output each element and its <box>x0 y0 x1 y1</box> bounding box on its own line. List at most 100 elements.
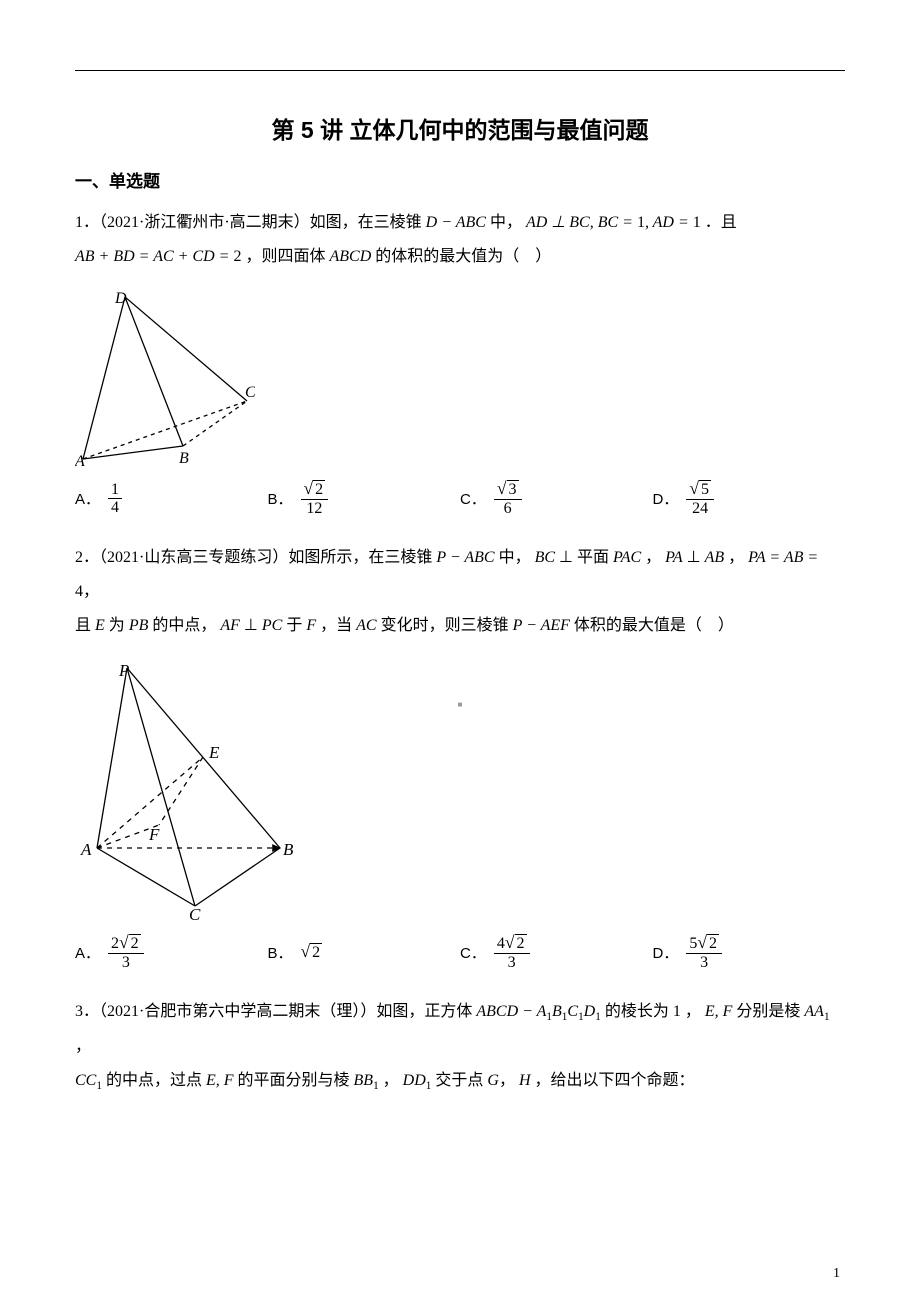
svg-text:B: B <box>179 450 189 466</box>
q3-g: 交于点 <box>435 1072 483 1089</box>
q3-H: H <box>519 1072 531 1089</box>
q1-c-rad: 3 <box>507 480 519 499</box>
q2-a-coef: 2 <box>111 935 119 952</box>
q2-paef: P − AEF <box>513 617 570 634</box>
q2-c-frac: 4√2 3 <box>494 934 530 971</box>
q2-k: 体积的最大值是（ ） <box>574 617 734 634</box>
q1-d-frac: √5 24 <box>686 480 714 517</box>
q3-b: 的棱长为 <box>605 1003 669 1020</box>
q2-bc: BC <box>535 549 555 566</box>
q2-ab: AB <box>705 549 725 566</box>
q1-pyramid: D − ABC <box>426 214 486 231</box>
q1-stem: 1．（2021·浙江衢州市·高二期末）如图，在三棱锥 D − ABC 中， AD… <box>75 206 845 273</box>
q2-choice-c: C． 4√2 3 <box>460 934 653 971</box>
q1-figure: A B C D <box>75 291 845 466</box>
q2-f: 为 <box>109 617 125 634</box>
page-number: 1 <box>833 1266 840 1282</box>
q1-choice-b: B． √2 12 <box>268 480 461 517</box>
q1-a-frac: 1 4 <box>108 481 122 517</box>
q1-d-label: D． <box>653 488 679 509</box>
q2-choices: A． 2√2 3 B． √2 C． 4√2 3 D． 5√2 3 <box>75 934 845 971</box>
q2-d-den: 3 <box>697 954 711 972</box>
svg-text:P: P <box>118 661 129 680</box>
center-dot: ■ <box>458 700 463 709</box>
q1-d-rad: 5 <box>699 480 711 499</box>
q2-AF: AF <box>220 617 240 634</box>
q2-a-frac: 2√2 3 <box>108 934 144 971</box>
q2-PB: PB <box>129 617 149 634</box>
svg-text:F: F <box>148 825 160 844</box>
q1-svg: A B C D <box>75 291 255 466</box>
q1-b-den: 12 <box>303 500 325 518</box>
q3-one: 1 <box>673 1003 681 1020</box>
q2-c: 平面 <box>577 549 609 566</box>
q2-c-label: C． <box>460 942 486 963</box>
q3-a: 3．（2021·合肥市第六中学高二期末（理））如图，正方体 <box>75 1003 472 1020</box>
q3-G: G <box>487 1072 499 1089</box>
q2-b: 中， <box>499 549 531 566</box>
top-rule <box>75 70 845 71</box>
q2-pa: PA <box>665 549 682 566</box>
q1-b-rad: 2 <box>313 480 325 499</box>
q2-b-sqrt: √2 <box>301 943 323 962</box>
section-heading: 一、单选题 <box>75 167 845 192</box>
q2-d-label: D． <box>653 942 679 963</box>
q3-ef: E, F <box>705 1003 733 1020</box>
q1-c-label: C． <box>460 488 486 509</box>
q2-i: ，当 <box>320 617 352 634</box>
q2-c-coef: 4 <box>497 935 505 952</box>
q3-ef2: E, F <box>206 1072 234 1089</box>
svg-text:B: B <box>283 840 294 859</box>
q2-d-rad: 2 <box>707 934 719 953</box>
q1-choice-c: C． √3 6 <box>460 480 653 517</box>
q1-cond1a: AD ⊥ BC, BC = 1, AD = 1 <box>526 214 701 231</box>
q1-b-frac: √2 12 <box>301 480 329 517</box>
q1-a-den: 4 <box>108 499 122 517</box>
q2-pac: PAC <box>613 549 641 566</box>
q1-choices: A． 1 4 B． √2 12 C． √3 6 D． √5 24 <box>75 480 845 517</box>
svg-text:A: A <box>75 453 85 466</box>
q3-bb1: BB1 <box>354 1072 379 1089</box>
q1-a-num: 1 <box>108 481 122 500</box>
q2-choice-a: A． 2√2 3 <box>75 934 268 971</box>
svg-text:D: D <box>114 291 127 307</box>
q3-e: 的中点，过点 <box>106 1072 202 1089</box>
q1-a-label: A． <box>75 488 100 509</box>
q2-c-rad: 2 <box>515 934 527 953</box>
q3-dd1: DD1 <box>403 1072 432 1089</box>
q3-cube: ABCD − A1B1C1D1 <box>476 1003 600 1020</box>
q2-c-den: 3 <box>505 954 519 972</box>
q3-cc1: CC1 <box>75 1072 102 1089</box>
q2-h: 于 <box>286 617 302 634</box>
q2-choice-d: D． 5√2 3 <box>653 934 846 971</box>
q2-svg: P A B C E F <box>75 660 295 920</box>
q2-b-label: B． <box>268 942 293 963</box>
svg-text:C: C <box>189 905 201 920</box>
q2-pyr: P − ABC <box>436 549 494 566</box>
q3-h: ，给出以下四个命题： <box>535 1072 695 1089</box>
q1-text-d: ，则四面体 <box>245 248 325 265</box>
svg-text:A: A <box>80 840 92 859</box>
q3-aa1: AA1 <box>804 1003 829 1020</box>
q2-AC: AC <box>356 617 376 634</box>
q1-c-frac: √3 6 <box>494 480 522 517</box>
q2-g: 的中点， <box>152 617 216 634</box>
q3-stem: 3．（2021·合肥市第六中学高二期末（理））如图，正方体 ABCD − A1B… <box>75 995 845 1098</box>
q1-c-den: 6 <box>501 500 515 518</box>
lecture-title: 第 5 讲 立体几何中的范围与最值问题 <box>75 111 845 145</box>
q1-text-a: 1．（2021·浙江衢州市·高二期末）如图，在三棱锥 <box>75 214 422 231</box>
q1-text-b: 中， <box>490 214 522 231</box>
q3-c: ， <box>685 1003 701 1020</box>
q2-e: 且 <box>75 617 91 634</box>
q3-d: 分别是棱 <box>736 1003 800 1020</box>
q2-F: F <box>306 617 316 634</box>
q2-d-coef: 5 <box>689 935 697 952</box>
q1-text-e: 的体积的最大值为（ ） <box>375 248 551 265</box>
q2-a: 2．（2021·山东高三专题练习）如图所示，在三棱锥 <box>75 549 432 566</box>
q2-a-rad: 2 <box>129 934 141 953</box>
q2-E: E <box>95 617 105 634</box>
q1-b-label: B． <box>268 488 293 509</box>
q2-a-den: 3 <box>119 954 133 972</box>
svg-text:E: E <box>208 743 220 762</box>
q1-choice-a: A． 1 4 <box>75 481 268 517</box>
